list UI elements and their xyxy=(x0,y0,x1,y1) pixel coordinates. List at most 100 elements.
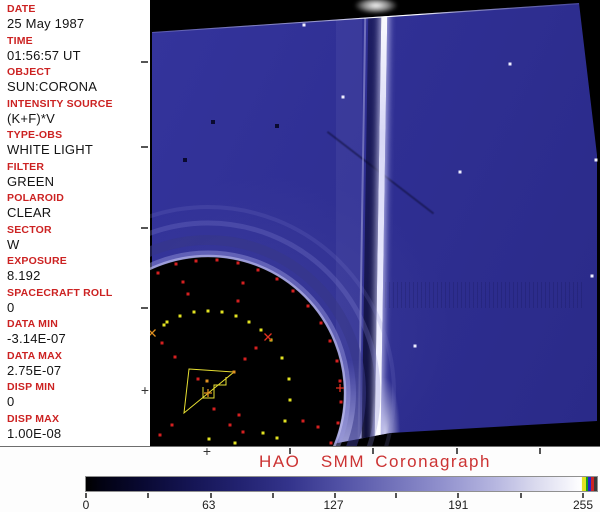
colorbar-tick xyxy=(85,493,87,498)
field-label: OBJECT xyxy=(7,66,51,78)
metadata-field: SECTOR W xyxy=(0,224,150,252)
disk-glow-arc xyxy=(150,205,396,446)
yellow-ring-dot xyxy=(288,398,292,402)
metadata-field: POLAROID CLEAR xyxy=(0,192,150,220)
white-speck xyxy=(594,158,598,162)
metadata-field: INTENSITY SOURCE (K+F)*V xyxy=(0,98,150,126)
field-label: SPACECRAFT ROLL xyxy=(7,286,113,299)
yellow-ring-dot xyxy=(178,314,182,318)
striation-texture xyxy=(385,282,585,308)
red-dot xyxy=(212,407,216,411)
field-value: 25 May 1987 xyxy=(7,16,85,31)
metadata-field: OBJECT SUN:CORONA xyxy=(0,66,150,94)
field-value: 0 xyxy=(7,394,15,409)
plus-marker xyxy=(336,384,344,392)
contour-vertex-dot xyxy=(205,379,209,383)
colorbar-tick-label: 191 xyxy=(448,498,469,512)
red-ring-dot xyxy=(306,304,310,308)
metadata-panel: DATE 25 May 1987 TIME 01:56:57 UT OBJECT… xyxy=(0,0,150,446)
colorbar-gradient xyxy=(85,476,598,492)
occulting-disk xyxy=(150,257,344,446)
red-dot xyxy=(228,423,232,427)
dark-speck xyxy=(211,120,215,124)
disk-glow-arc xyxy=(150,220,381,446)
red-dot xyxy=(241,430,245,434)
intensity-colorbar: 0 63 127 191 255 xyxy=(82,476,598,512)
red-dot xyxy=(186,292,190,296)
field-label: DATA MIN xyxy=(7,318,58,330)
field-label: SECTOR xyxy=(7,223,52,236)
field-value: 1.00E-08 xyxy=(7,425,62,441)
red-ring-dot xyxy=(215,258,219,262)
field-label: TIME xyxy=(7,34,33,47)
field-value: 8.192 xyxy=(7,268,41,283)
metadata-field: SPACECRAFT ROLL 0 xyxy=(0,287,150,315)
disk-glow-arc xyxy=(150,235,366,446)
red-dot xyxy=(316,425,320,429)
red-dot xyxy=(301,419,305,423)
red-ring-dot xyxy=(339,400,343,404)
image-title: HAO SMM Coronagraph xyxy=(259,452,491,471)
yellow-ring-dot xyxy=(206,309,210,313)
yellow-ring-dot xyxy=(234,314,238,318)
red-ring-dot xyxy=(174,262,178,266)
colorbar-tick xyxy=(272,493,275,498)
metadata-field: TIME 01:56:57 UT xyxy=(0,35,150,63)
red-dot xyxy=(237,413,241,417)
red-dot xyxy=(196,377,200,381)
yellow-ring-dot xyxy=(275,436,279,440)
metadata-field: DISP MAX 1.00E-08 xyxy=(0,413,150,441)
yellow-dot xyxy=(261,431,265,435)
red-dot xyxy=(156,271,160,275)
yellow-ring-dot xyxy=(165,320,169,324)
red-dot xyxy=(160,341,164,345)
colorbar-tick xyxy=(582,493,584,498)
red-ring-dot xyxy=(256,268,260,272)
red-ring-dot xyxy=(329,441,333,445)
field-label: EXPOSURE xyxy=(7,255,67,267)
yellow-ring-dot xyxy=(287,377,291,381)
footer-strip: HAO SMM Coronagraph 0 63 127 191 255 xyxy=(0,447,600,512)
metadata-field: EXPOSURE 8.192 xyxy=(0,255,150,283)
field-label: DISP MAX xyxy=(7,412,60,425)
red-ring-dot xyxy=(236,261,240,265)
metadata-field: TYPE-OBS WHITE LIGHT xyxy=(0,129,150,157)
yellow-ring-dot xyxy=(280,356,284,360)
contour-inner-step xyxy=(202,377,227,399)
white-speck xyxy=(341,95,345,99)
red-ring-dot xyxy=(275,277,279,281)
coronagraph-image xyxy=(150,0,600,446)
white-speck xyxy=(458,170,462,174)
red-ring-dot xyxy=(336,421,340,425)
dark-speck xyxy=(275,124,279,128)
yellow-ring-dot xyxy=(162,323,166,327)
metadata-field: FILTER GREEN xyxy=(0,161,150,189)
dark-speck xyxy=(183,158,187,162)
disk-glow-arc xyxy=(150,250,351,446)
colorbar-tick xyxy=(519,493,522,498)
colorbar-tick-label: 0 xyxy=(82,498,90,512)
field-value: 01:56:57 UT xyxy=(7,47,81,63)
field-value: W xyxy=(7,236,20,252)
yellow-ring-dot xyxy=(247,320,251,324)
red-ring-dot xyxy=(291,289,295,293)
white-speck xyxy=(590,274,594,278)
colorbar-tick-label: 63 xyxy=(202,498,216,512)
metadata-field: DATE 25 May 1987 xyxy=(0,3,150,31)
field-label: INTENSITY SOURCE xyxy=(7,97,113,110)
plus-marker xyxy=(204,389,212,397)
red-dot xyxy=(181,280,185,284)
metadata-field: DATA MAX 2.75E-07 xyxy=(0,350,150,378)
white-speck xyxy=(413,344,417,348)
field-label: FILTER xyxy=(7,160,45,173)
x-marker xyxy=(264,333,272,341)
yellow-dot xyxy=(207,437,211,441)
field-value: SUN:CORONA xyxy=(7,79,98,94)
field-label: POLAROID xyxy=(7,192,65,204)
field-label: DISP MIN xyxy=(7,381,56,393)
field-label: DATE xyxy=(7,3,36,15)
disk-bright-rim xyxy=(150,254,347,446)
colorbar-tick xyxy=(147,493,150,498)
colorbar-tick xyxy=(334,493,337,498)
